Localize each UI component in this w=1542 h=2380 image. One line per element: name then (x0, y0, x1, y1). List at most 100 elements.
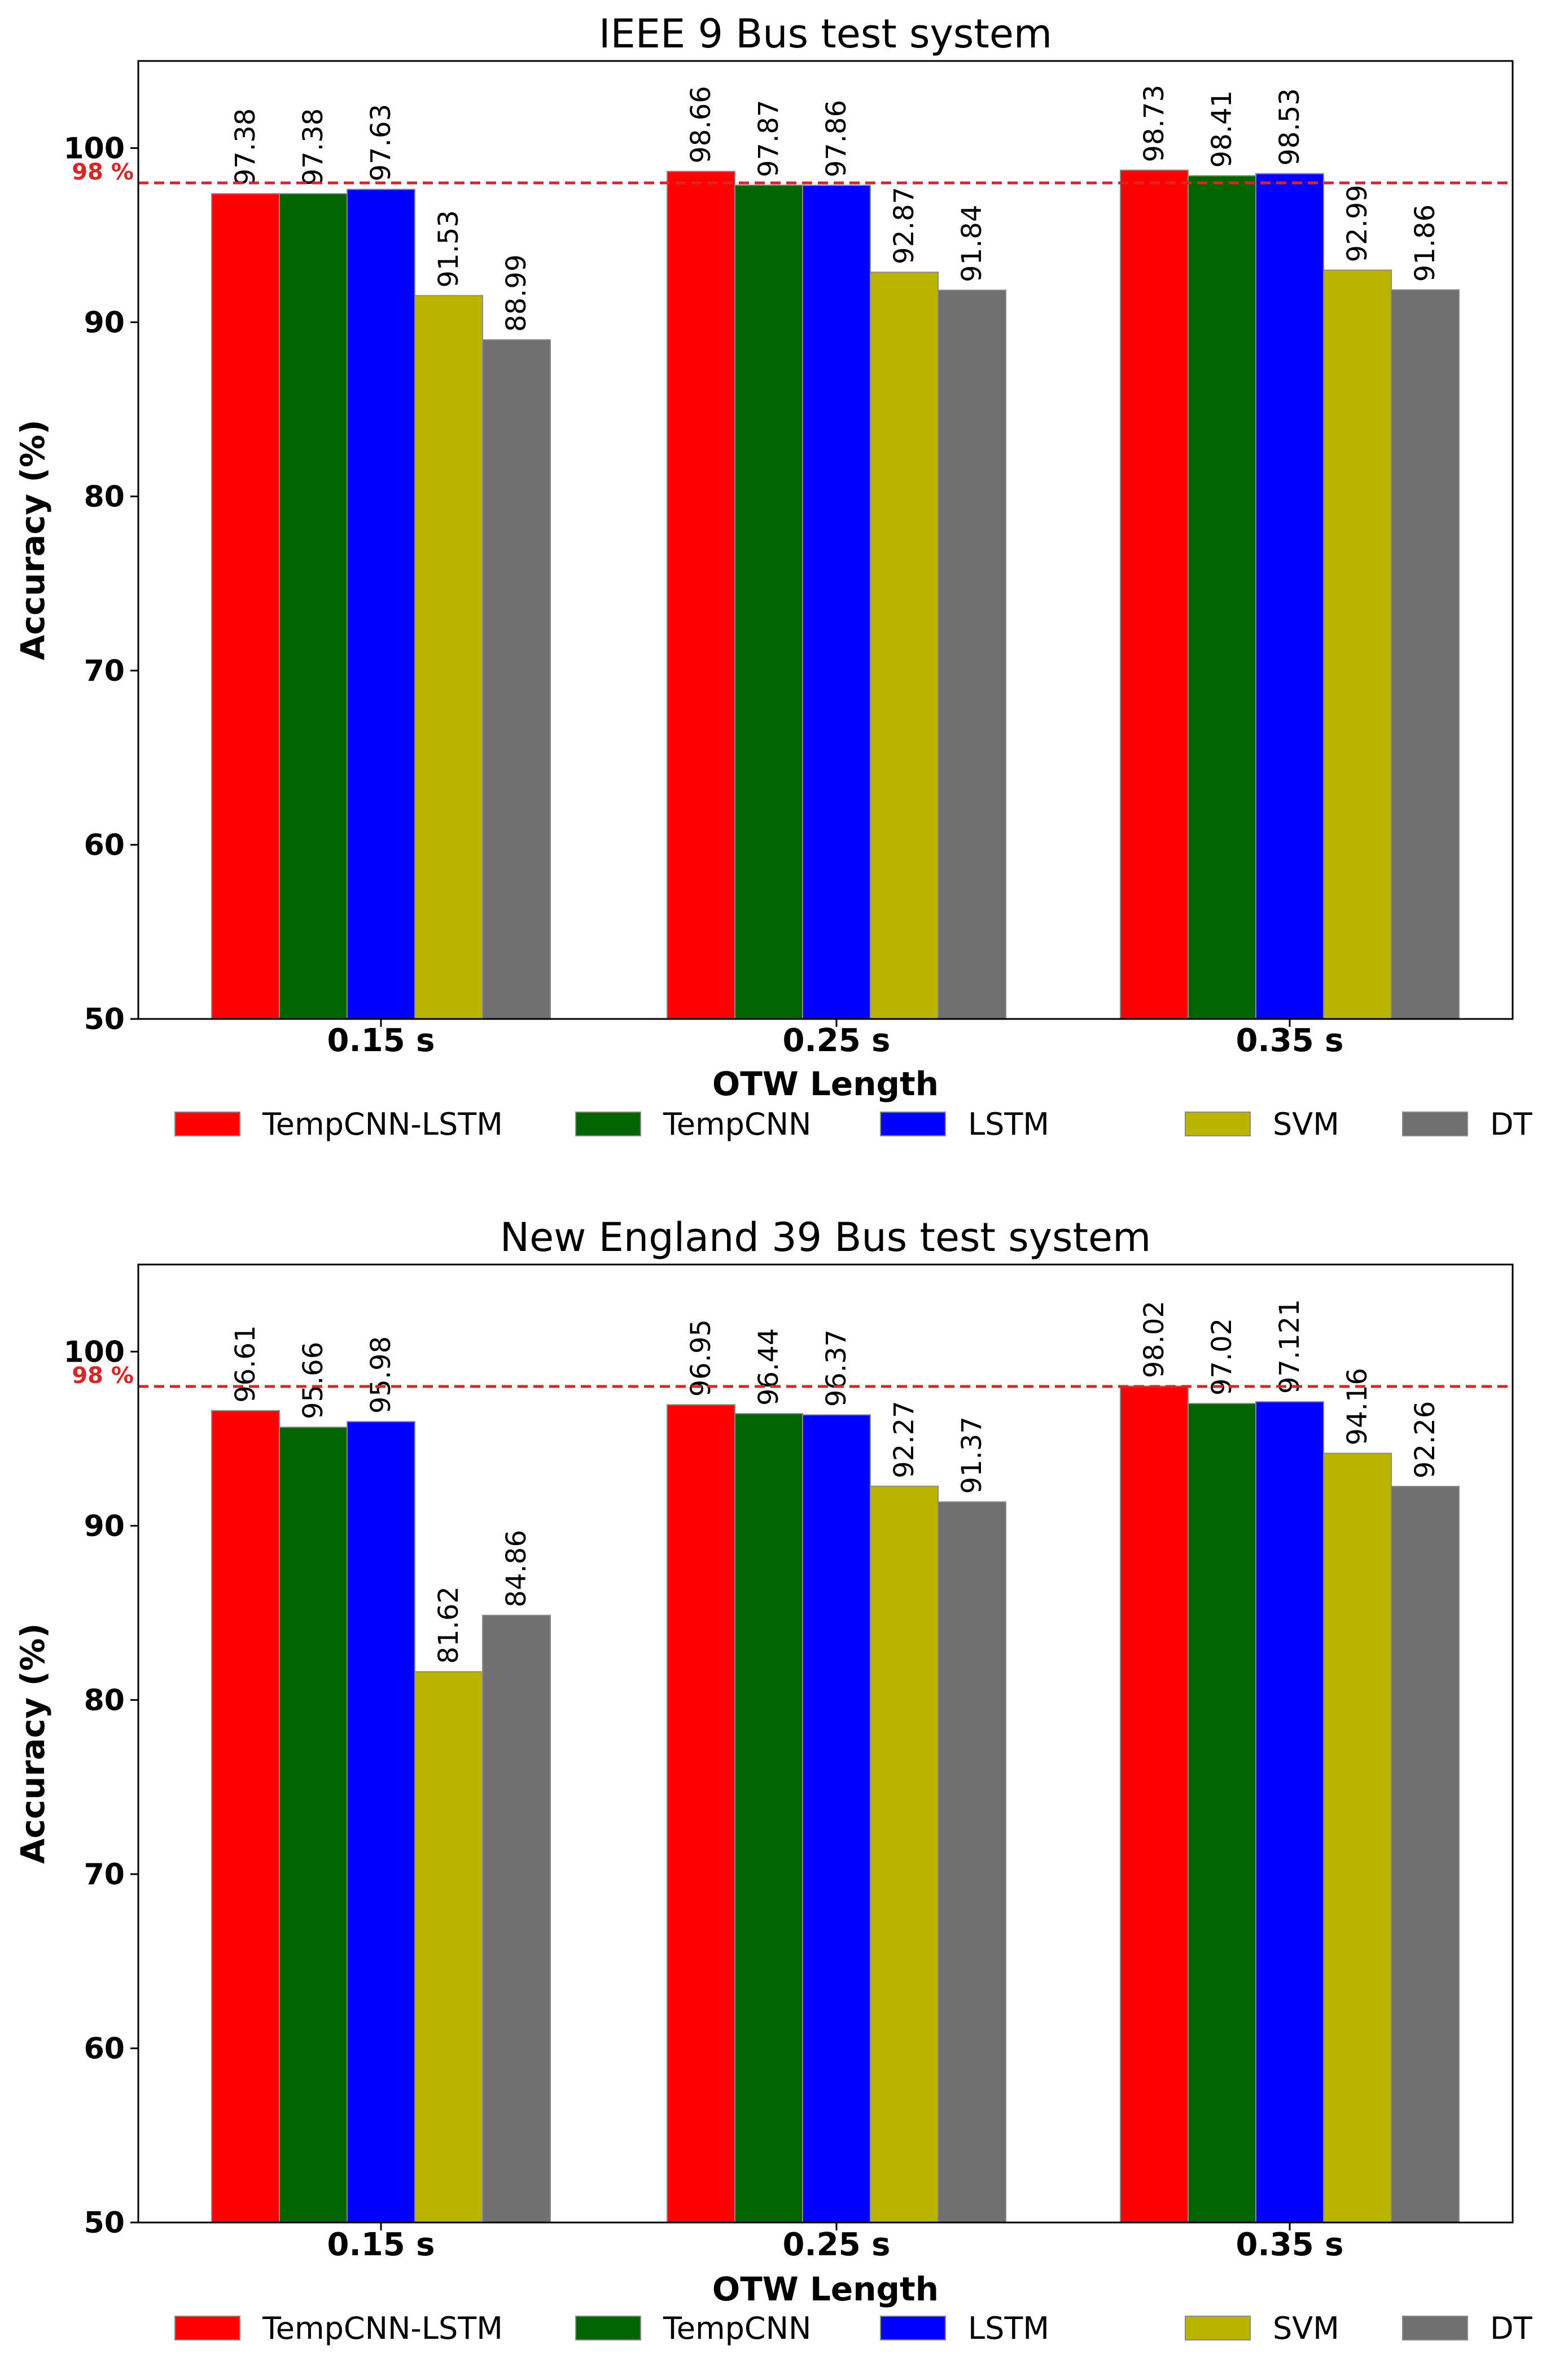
bar-dt-2 (938, 290, 1006, 1020)
bar-tempcnn-3 (1188, 175, 1256, 1020)
bar-value-label: 97.63 (365, 104, 397, 181)
bar-tempcnn-lstm-1 (211, 193, 280, 1020)
y-tick-label: 50 (84, 2206, 125, 2240)
y-tick-label: 60 (84, 828, 125, 862)
bar-value-label: 98.41 (1206, 90, 1238, 168)
legend-swatch-dt (1402, 1112, 1468, 1136)
legend-swatch-tempcnn (575, 2316, 641, 2340)
bar-value-label: 98.53 (1274, 88, 1306, 165)
bar-svm-3 (1323, 1453, 1392, 2224)
legend-label: TempCNN-LSTM (262, 2311, 503, 2346)
reference-line-label: 98 % (72, 159, 134, 185)
legend-label: TempCNN (663, 2311, 811, 2346)
bar-value-label: 97.121 (1274, 1299, 1306, 1394)
bar-tempcnn-2 (734, 1413, 803, 2224)
bar-value-label: 81.62 (433, 1586, 465, 1664)
legend: TempCNN-LSTM TempCNN LSTM SVM DT (174, 1106, 1533, 1142)
bar-value-label: 97.02 (1206, 1318, 1238, 1395)
y-axis-label: Accuracy (%) (14, 419, 52, 660)
bar-dt-1 (482, 339, 551, 1020)
reference-line-label: 98 % (72, 1363, 134, 1389)
y-tick-label: 80 (84, 1683, 125, 1717)
bar-tempcnn-lstm-3 (1120, 1385, 1189, 2223)
x-tick-label: 0.25 s (783, 2226, 891, 2263)
bar-value-label: 95.98 (365, 1336, 397, 1414)
y-tick-label: 60 (84, 2032, 125, 2066)
bar-svm-2 (870, 272, 939, 1020)
x-tick-label: 0.25 s (783, 1022, 891, 1059)
y-tick-label: 100 (63, 132, 125, 165)
plot-frame (137, 1263, 1514, 2224)
x-tick-label: 0.15 s (327, 1022, 435, 1059)
bar-dt-3 (1391, 289, 1460, 1020)
legend-swatch-lstm (880, 1112, 946, 1136)
bar-value-label: 96.95 (685, 1319, 717, 1397)
legend-label: SVM (1273, 2311, 1339, 2346)
y-tick-label: 80 (84, 480, 125, 514)
x-tick-label: 0.35 s (1236, 2226, 1344, 2263)
y-tick-label: 90 (84, 1510, 125, 1543)
bar-tempcnn-lstm-3 (1120, 169, 1189, 1020)
y-axis-label: Accuracy (%) (14, 1623, 52, 1863)
bar-value-label: 98.66 (685, 86, 717, 163)
bar-tempcnn-lstm-2 (667, 170, 735, 1020)
bar-value-label: 91.37 (956, 1416, 988, 1494)
bar-lstm-1 (347, 1421, 415, 2224)
legend-swatch-tempcnn (575, 1112, 641, 1136)
bar-value-label: 91.53 (433, 210, 465, 287)
legend-swatch-svm (1185, 2316, 1251, 2340)
legend-swatch-svm (1185, 1112, 1251, 1136)
x-axis-label: OTW Length (712, 1065, 939, 1103)
bar-lstm-3 (1255, 1401, 1324, 2224)
bar-value-label: 91.84 (956, 205, 988, 282)
bar-svm-1 (414, 1671, 483, 2224)
legend-label: DT (1490, 1106, 1533, 1142)
bar-lstm-1 (347, 189, 415, 1020)
bar-svm-3 (1323, 269, 1392, 1020)
bar-value-label: 96.44 (753, 1328, 785, 1406)
bar-dt-3 (1391, 1486, 1460, 2223)
y-tick-label: 50 (84, 1003, 125, 1036)
legend: TempCNN-LSTM TempCNN LSTM SVM DT (174, 2311, 1533, 2346)
x-axis-label: OTW Length (712, 2270, 939, 2308)
legend-swatch-dt (1402, 2316, 1468, 2340)
bar-value-label: 97.87 (753, 100, 785, 177)
bar-value-label: 94.16 (1342, 1368, 1373, 1445)
chart-panel-1: IEEE 9 Bus test system 50 60 70 80 90 100 97.38… (14, 11, 1533, 1142)
y-tick-label: 70 (84, 1858, 125, 1892)
bar-value-label: 96.61 (230, 1325, 261, 1402)
x-tick-label: 0.35 s (1236, 1022, 1344, 1059)
bar-tempcnn-3 (1188, 1403, 1256, 2223)
chart-title: IEEE 9 Bus test system (599, 11, 1052, 57)
bar-value-label: 96.37 (821, 1329, 852, 1407)
legend-swatch-tempcnn-lstm (174, 1112, 240, 1136)
bar-value-label: 97.38 (297, 108, 329, 186)
bar-value-label: 92.99 (1342, 185, 1373, 262)
chart-panel-2: New England 39 Bus test system 50 60 70 80 90… (14, 1214, 1533, 2346)
bar-tempcnn-lstm-1 (211, 1410, 280, 2223)
bar-value-label: 92.27 (888, 1401, 920, 1478)
bar-dt-1 (482, 1615, 551, 2224)
bar-value-label: 92.26 (1409, 1401, 1441, 1478)
x-tick-label: 0.15 s (327, 2226, 435, 2263)
bar-dt-2 (938, 1501, 1006, 2223)
legend-swatch-lstm (880, 2316, 946, 2340)
legend-label: LSTM (968, 1106, 1049, 1142)
legend-label: TempCNN-LSTM (262, 1106, 503, 1142)
y-tick-label: 70 (84, 654, 125, 688)
bar-svm-2 (870, 1485, 939, 2223)
bar-lstm-2 (802, 185, 871, 1020)
chart-title: New England 39 Bus test system (500, 1214, 1151, 1261)
legend-label: DT (1490, 2311, 1533, 2346)
legend-label: SVM (1273, 1106, 1339, 1142)
legend-label: LSTM (968, 2311, 1049, 2346)
bar-svm-1 (414, 295, 483, 1020)
bar-tempcnn-1 (279, 1427, 348, 2223)
bar-value-label: 98.02 (1138, 1301, 1170, 1378)
bar-value-label: 95.66 (297, 1342, 329, 1419)
bar-tempcnn-2 (734, 184, 803, 1020)
bar-value-label: 88.99 (501, 255, 532, 332)
y-tick-label: 90 (84, 306, 125, 340)
